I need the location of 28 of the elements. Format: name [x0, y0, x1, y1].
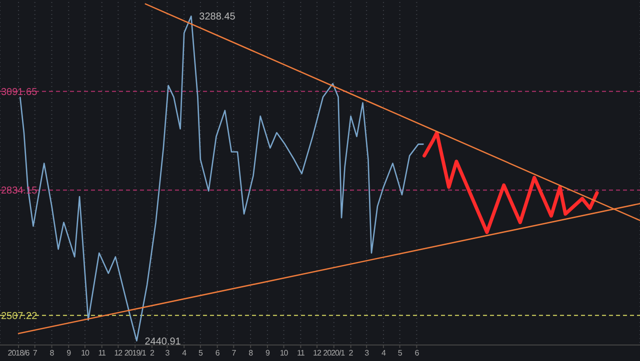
x-tick-label: 3 — [364, 348, 370, 358]
x-tick-label: 6 — [215, 348, 220, 358]
x-tick-label: 11 — [297, 348, 306, 358]
x-tick-label: 2018/6 — [8, 348, 30, 358]
x-tick-label: 10 — [280, 348, 289, 358]
x-tick-label: 6 — [414, 348, 420, 358]
x-tick-label: 5 — [198, 348, 204, 358]
x-tick-label: 11 — [98, 348, 107, 358]
x-tick-label: 12 — [114, 348, 124, 358]
x-tick-label: 8 — [248, 348, 254, 358]
x-tick-label: 2 — [348, 348, 354, 358]
ref-line-label: 3091.65 — [1, 86, 38, 98]
x-tick-label: 8 — [50, 348, 55, 358]
x-tick-label: 12 — [313, 348, 322, 358]
x-tick-label: 5 — [398, 348, 403, 358]
annotation: 3288.45 — [199, 12, 236, 23]
x-tick-label: 3 — [165, 348, 170, 358]
x-tick-label: 4 — [381, 348, 386, 358]
x-tick-label: 4 — [182, 348, 188, 358]
x-tick-label: 10 — [81, 348, 90, 358]
x-tick-label: 9 — [66, 348, 72, 358]
x-tick-label: 7 — [32, 348, 38, 358]
x-tick-label: 2019/1 — [124, 348, 147, 358]
x-tick-label: 7 — [232, 348, 237, 358]
x-tick-label: 2 — [150, 348, 155, 358]
annotation: 2440.91 — [144, 336, 182, 348]
x-tick-label: 9 — [265, 348, 270, 358]
x-tick-label: 2020/1 — [323, 348, 346, 358]
